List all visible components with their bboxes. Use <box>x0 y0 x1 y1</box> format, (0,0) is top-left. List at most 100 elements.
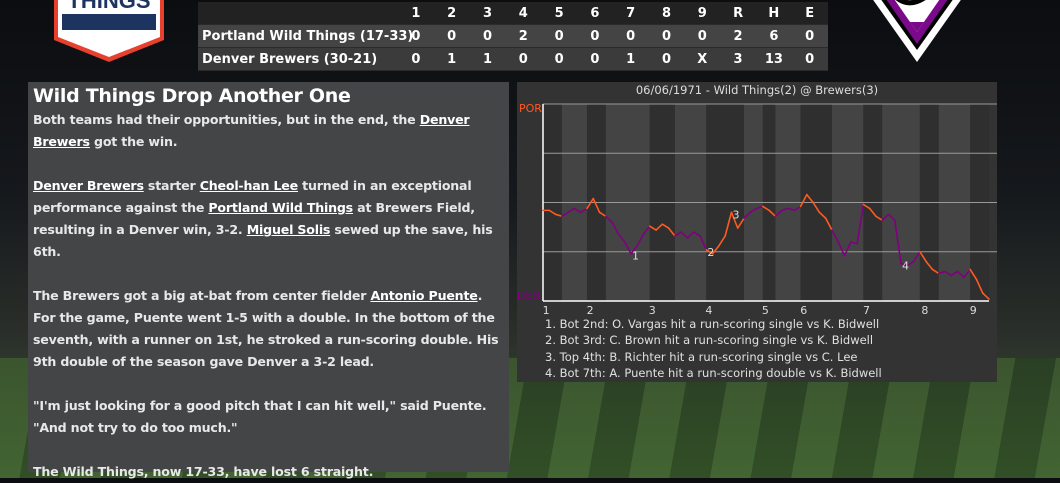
denver-brewers-logo <box>873 0 961 62</box>
win-probability-chart: 06/06/1971 - Wild Things(2) @ Brewers(3)… <box>517 82 997 382</box>
win-prob-segment <box>818 211 827 220</box>
win-prob-segment <box>824 217 833 231</box>
entity-link[interactable]: Denver Brewers <box>33 178 144 193</box>
win-prob-segment <box>623 241 632 255</box>
text-segment: The Brewers got a big at-bat from center… <box>33 288 371 303</box>
win-prob-segment <box>837 241 846 257</box>
annotation-marker: 2 <box>707 246 714 259</box>
win-prob-segment <box>887 213 896 222</box>
team-name: Portland Wild Things (17-33) <box>202 28 414 44</box>
article-title: Wild Things Drop Another One <box>33 85 351 107</box>
win-prob-segment <box>981 292 990 300</box>
win-prob-segment <box>667 227 676 237</box>
score-cell: 0 <box>554 28 564 44</box>
inning-header: 2 <box>447 5 457 21</box>
entity-link[interactable]: Antonio Puente <box>370 288 478 303</box>
text-segment: got the win. <box>89 134 178 149</box>
entity-link[interactable]: Denver Brewers <box>33 112 470 149</box>
win-prob-segment <box>919 250 927 263</box>
portland-wild-things-logo: THINGS <box>54 0 164 62</box>
text-segment: The Wild Things, now 17-33, have lost 6 … <box>33 464 374 479</box>
win-prob-segment <box>592 197 601 214</box>
win-prob-segment <box>862 203 871 210</box>
win-prob-segment <box>893 219 902 265</box>
win-prob-segment <box>925 260 934 271</box>
win-prob-segment <box>686 231 695 239</box>
win-prob-segment <box>724 211 733 237</box>
win-prob-segment <box>812 201 821 214</box>
win-prob-segment <box>950 270 959 277</box>
entity-link[interactable]: Portland Wild Things <box>208 200 353 215</box>
win-prob-segment <box>831 229 840 243</box>
win-prob-segment <box>937 270 946 275</box>
score-cell: 1 <box>447 51 457 67</box>
win-prob-segment <box>648 225 657 231</box>
win-prob-segment <box>736 217 745 229</box>
score-cell: 0 <box>447 28 457 44</box>
score-cell: 6 <box>769 28 779 44</box>
score-cell: 0 <box>411 51 421 67</box>
score-cell: 0 <box>661 28 671 44</box>
win-prob-segment <box>931 268 940 275</box>
win-prob-segment <box>561 211 569 218</box>
win-prob-segment <box>630 245 639 255</box>
win-prob-segment <box>768 209 777 218</box>
inning-header: R <box>733 5 744 21</box>
win-prob-segment <box>975 278 984 294</box>
text-segment: . For the game, Puente went 1-5 with a d… <box>33 288 499 369</box>
inning-header: H <box>768 5 780 21</box>
line-score-table: 1 2 3 4 5 6 7 8 9 R H E Portland Wild Things (17-33… <box>198 2 828 71</box>
win-prob-segment <box>762 205 770 212</box>
score-cell: 1 <box>626 51 636 67</box>
entity-link[interactable]: Cheol-han Lee <box>199 178 298 193</box>
line-score-header: 1 2 3 4 5 6 7 8 9 R H E <box>198 2 828 25</box>
win-prob-segment <box>573 207 582 214</box>
win-prob-segment <box>944 270 953 277</box>
win-prob-segment <box>718 235 726 247</box>
win-prob-segment <box>554 213 563 218</box>
article-paragraph: "I'm just looking for a good pitch that … <box>33 395 504 439</box>
chart-title: 06/06/1971 - Wild Things(2) @ Brewers(3) <box>636 83 878 97</box>
x-tick-label: 5 <box>762 304 769 316</box>
win-prob-segment <box>586 197 595 210</box>
score-cell: 13 <box>764 51 783 67</box>
text-segment: turned in an exceptional performance aga… <box>33 178 472 215</box>
win-prob-segment <box>743 211 752 220</box>
win-prob-segment <box>642 225 651 235</box>
win-prob-segment <box>755 205 764 210</box>
win-prob-segment <box>956 270 965 279</box>
score-cell: 0 <box>590 51 600 67</box>
win-prob-segment <box>875 215 884 222</box>
win-prob-segment <box>598 211 607 218</box>
win-prob-segment <box>881 213 890 222</box>
win-prob-segment <box>567 207 576 214</box>
win-prob-segment <box>699 235 708 251</box>
win-prob-segment <box>806 193 814 204</box>
win-prob-segment <box>780 207 789 212</box>
game-recap-article: Wild Things Drop Another One Both teams … <box>28 82 509 479</box>
x-tick-label: 8 <box>921 304 928 316</box>
win-prob-segment <box>680 231 689 239</box>
score-cell: 0 <box>697 28 707 44</box>
inning-header: 7 <box>626 5 636 21</box>
inning-header: 4 <box>518 5 528 21</box>
win-prob-segment <box>579 207 588 214</box>
y-label-bottom: DEN <box>517 289 541 302</box>
scoring-play-note: 1. Bot 2nd: O. Vargas hit a run-scoring … <box>545 317 880 331</box>
inning-header: 3 <box>482 5 493 21</box>
x-tick-label: 4 <box>705 304 712 316</box>
win-prob-segment <box>617 233 626 243</box>
score-cell: X <box>697 51 708 67</box>
score-cell: 0 <box>626 28 636 44</box>
win-prob-segment <box>912 250 921 263</box>
score-cell: 0 <box>661 51 671 67</box>
y-label-top: POR <box>519 102 542 115</box>
entity-link[interactable]: Miguel Solis <box>246 222 331 237</box>
score-cell: 0 <box>554 51 564 67</box>
article-paragraph: The Wild Things, now 17-33, have lost 6 … <box>33 461 504 483</box>
score-cell: 0 <box>518 51 528 67</box>
win-prob-segment <box>674 231 682 237</box>
text-segment: Both teams had their opportunities, but … <box>33 112 420 127</box>
score-cell: 0 <box>805 28 815 44</box>
inning-header: 1 <box>411 5 421 21</box>
